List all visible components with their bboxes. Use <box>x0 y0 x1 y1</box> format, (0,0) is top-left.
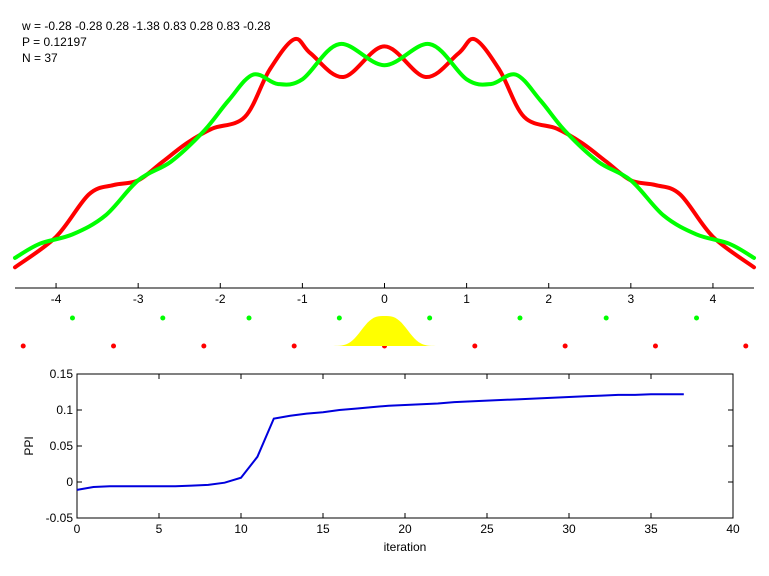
ppi-y-tick-label: 0.1 <box>56 403 73 417</box>
red-dot <box>562 343 568 349</box>
green-dot <box>694 315 700 321</box>
p-value-text: P = 0.12197 <box>22 35 87 49</box>
top-x-tick-label: -4 <box>51 292 62 306</box>
ppi-y-tick-label: 0.15 <box>50 367 74 381</box>
top-curves <box>13 36 756 270</box>
top-x-tick-label: 4 <box>710 292 717 306</box>
green-curve <box>13 42 756 260</box>
green-dot <box>517 315 523 321</box>
ppi-x-tick-label: 35 <box>644 522 658 536</box>
top-x-tick-label: 2 <box>545 292 552 306</box>
ppi-y-tick-label: 0.05 <box>50 439 74 453</box>
ppi-x-tick-label: 40 <box>726 522 740 536</box>
green-dot <box>160 315 166 321</box>
red-dot <box>652 343 658 349</box>
ppi-x-tick-label: 30 <box>562 522 576 536</box>
green-dot <box>246 315 252 321</box>
ppi-ylabel: PPI <box>22 436 36 455</box>
green-dot <box>603 315 609 321</box>
ppi-x-tick-label: 20 <box>398 522 412 536</box>
green-dot <box>69 315 75 321</box>
red-dot <box>472 343 478 349</box>
gaussian-shape <box>320 316 449 346</box>
ppi-x-tick-label: 15 <box>316 522 330 536</box>
ppi-xlabel: iteration <box>384 540 427 554</box>
top-plot: -4 -3 -2 -1 0 1 2 3 4 <box>13 36 756 349</box>
top-x-ticks: -4 -3 -2 -1 0 1 2 3 4 <box>51 283 717 306</box>
ppi-x-tick-label: 25 <box>480 522 494 536</box>
red-dot <box>111 343 117 349</box>
ppi-plot-frame <box>76 373 734 519</box>
ppi-x-tick-label: 0 <box>74 522 81 536</box>
green-dot <box>336 315 342 321</box>
top-x-tick-label: 1 <box>463 292 470 306</box>
ppi-y-tick-label: 0 <box>66 475 73 489</box>
basis-dots <box>20 315 749 349</box>
top-x-tick-label: 3 <box>627 292 634 306</box>
top-x-tick-label: -2 <box>215 292 226 306</box>
red-dot <box>291 343 297 349</box>
ppi-y-tick-label: -0.05 <box>46 511 74 525</box>
red-dot <box>201 343 207 349</box>
red-dot <box>743 343 749 349</box>
red-curve <box>13 36 756 270</box>
red-dot <box>20 343 26 349</box>
top-x-tick-label: -3 <box>133 292 144 306</box>
ppi-x-tick-label: 5 <box>156 522 163 536</box>
ppi-series-line <box>76 393 684 491</box>
n-value-text: N = 37 <box>22 51 58 65</box>
ppi-x-tick-label: 10 <box>234 522 248 536</box>
green-dot <box>427 315 433 321</box>
top-x-tick-label: -1 <box>297 292 308 306</box>
top-x-tick-label: 0 <box>381 292 388 306</box>
weights-text: w = -0.28 -0.28 0.28 -1.38 0.83 0.28 0.8… <box>21 19 271 33</box>
